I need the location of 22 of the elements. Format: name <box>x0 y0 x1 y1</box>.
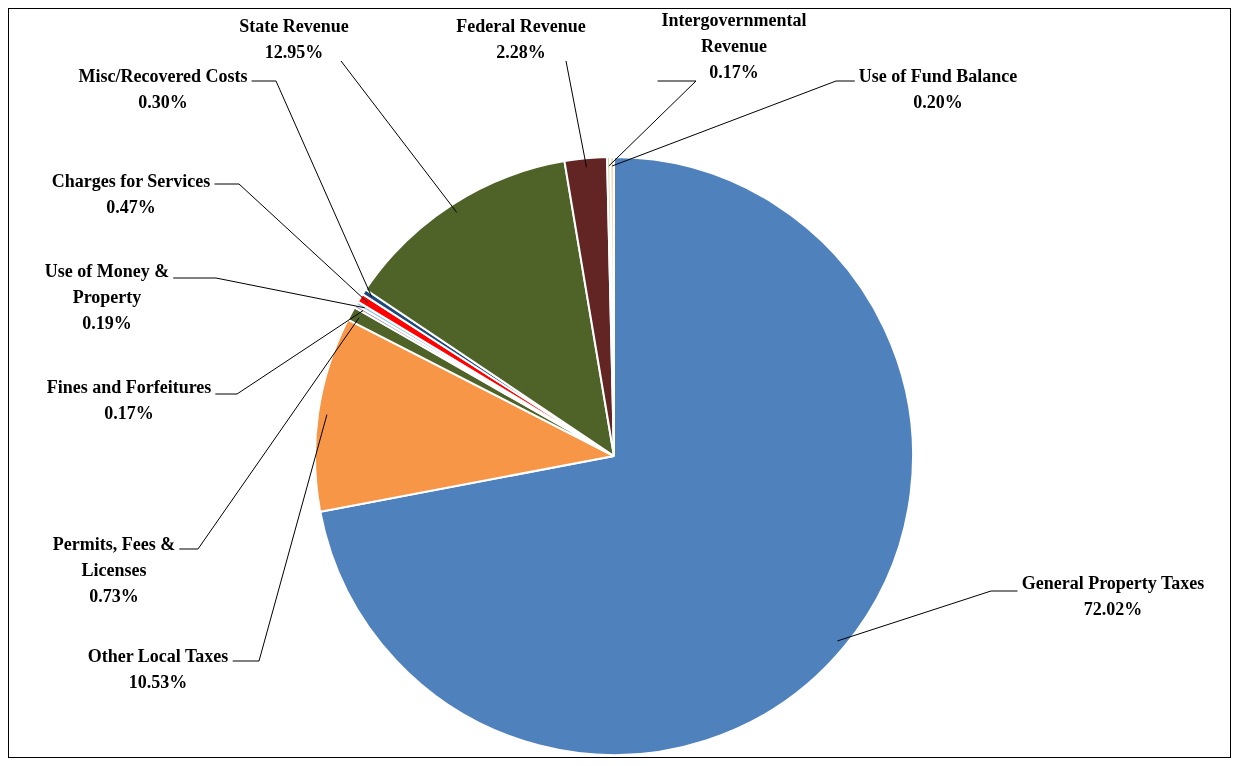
slice-label: Federal Revenue <box>456 15 586 36</box>
data-label: 0.17% <box>709 61 759 82</box>
slice-label: Intergovernmental Revenue <box>661 9 807 56</box>
slice-label: Charges for Services <box>51 170 211 191</box>
data-label: 2.28% <box>496 41 546 62</box>
data-label: 0.20% <box>913 91 963 112</box>
slice-label: General Property Taxes <box>1021 572 1205 593</box>
data-label: 12.95% <box>264 41 324 62</box>
data-label: 0.17% <box>104 402 154 423</box>
data-label: 0.47% <box>106 196 156 217</box>
data-label: 10.53% <box>128 671 188 692</box>
slice-label: Fines and Forfeitures <box>46 376 212 397</box>
data-label: 0.30% <box>138 91 188 112</box>
slice-label: Permits, Fees & Licenses <box>52 533 176 580</box>
data-label: 0.19% <box>82 312 132 333</box>
data-label: 72.02% <box>1083 598 1143 619</box>
slice-label: Use of Fund Balance <box>858 65 1018 86</box>
data-label: 0.73% <box>89 585 139 606</box>
slice-label: Misc/Recovered Costs <box>78 65 248 86</box>
slice-label: Other Local Taxes <box>87 645 229 666</box>
slice-label: Use of Money & Property <box>44 260 170 307</box>
slice-label: State Revenue <box>239 15 349 36</box>
